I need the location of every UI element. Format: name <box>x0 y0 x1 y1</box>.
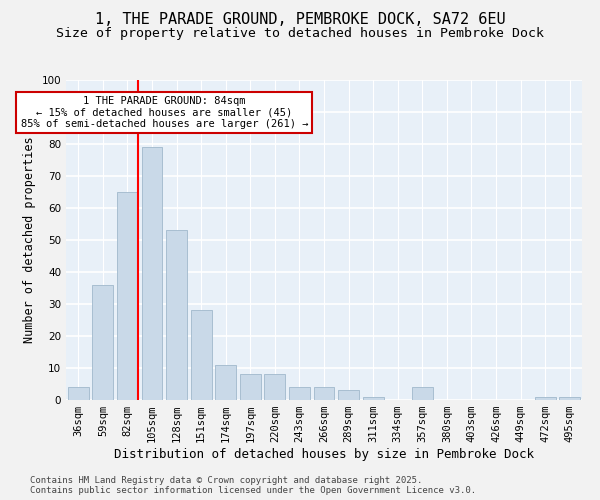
Bar <box>535 397 556 400</box>
Text: 1 THE PARADE GROUND: 84sqm
← 15% of detached houses are smaller (45)
85% of semi: 1 THE PARADE GROUND: 84sqm ← 15% of deta… <box>20 96 308 129</box>
Text: Contains HM Land Registry data © Crown copyright and database right 2025.
Contai: Contains HM Land Registry data © Crown c… <box>30 476 476 495</box>
Bar <box>142 147 163 400</box>
Bar <box>314 387 334 400</box>
Text: Size of property relative to detached houses in Pembroke Dock: Size of property relative to detached ho… <box>56 28 544 40</box>
Bar <box>117 192 138 400</box>
Bar <box>289 387 310 400</box>
Y-axis label: Number of detached properties: Number of detached properties <box>23 136 36 344</box>
Bar <box>68 387 89 400</box>
Bar <box>338 390 359 400</box>
Bar <box>559 397 580 400</box>
Bar <box>215 365 236 400</box>
Bar <box>166 230 187 400</box>
Bar <box>412 387 433 400</box>
Bar <box>240 374 261 400</box>
X-axis label: Distribution of detached houses by size in Pembroke Dock: Distribution of detached houses by size … <box>114 448 534 461</box>
Bar <box>92 285 113 400</box>
Bar <box>362 397 383 400</box>
Text: 1, THE PARADE GROUND, PEMBROKE DOCK, SA72 6EU: 1, THE PARADE GROUND, PEMBROKE DOCK, SA7… <box>95 12 505 28</box>
Bar <box>191 310 212 400</box>
Bar <box>265 374 286 400</box>
